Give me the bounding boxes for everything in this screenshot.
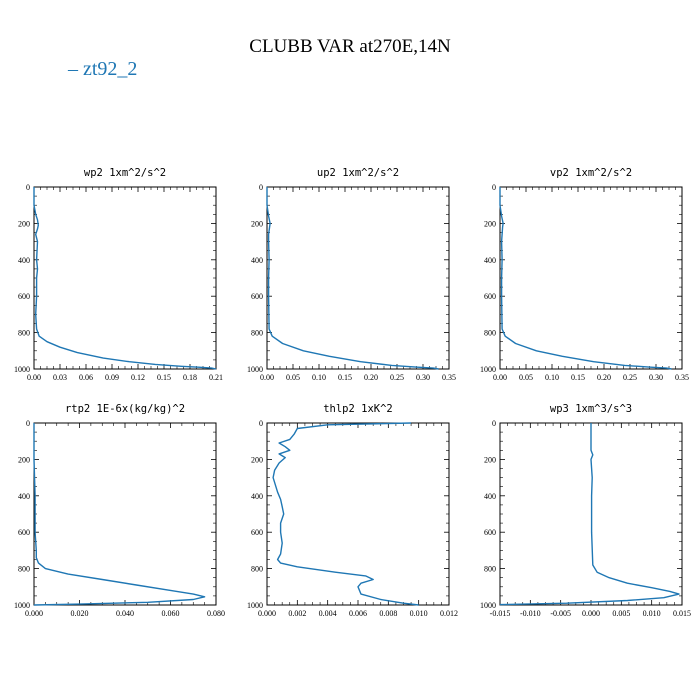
series-line xyxy=(499,423,680,606)
y-tick-label: 400 xyxy=(18,256,30,265)
x-tick-label: 0.15 xyxy=(571,373,585,382)
x-tick-label: 0.30 xyxy=(649,373,663,382)
series-line xyxy=(33,187,217,370)
x-tick-label: 0.080 xyxy=(207,609,225,618)
y-tick-label: 600 xyxy=(484,528,496,537)
y-tick-label: 800 xyxy=(484,565,496,574)
x-tick-label: 0.03 xyxy=(53,373,67,382)
y-tick-label: 0 xyxy=(26,419,30,428)
x-tick-label: 0.020 xyxy=(71,609,89,618)
y-tick-label: 0 xyxy=(259,183,263,192)
series-line xyxy=(272,422,419,606)
x-tick-label: 0.35 xyxy=(442,373,456,382)
x-tick-label: 0.015 xyxy=(673,609,691,618)
y-tick-label: 1000 xyxy=(247,601,263,610)
y-tick-label: 1000 xyxy=(247,365,263,374)
x-tick-label: 0.00 xyxy=(493,373,507,382)
series-line xyxy=(266,187,439,370)
x-tick-label: 0.012 xyxy=(440,609,458,618)
x-tick-label: 0.25 xyxy=(390,373,404,382)
panel-frame xyxy=(33,422,217,606)
y-tick-label: 800 xyxy=(18,565,30,574)
x-tick-label: 0.10 xyxy=(545,373,559,382)
panel-frame xyxy=(266,422,450,606)
x-tick-label: 0.20 xyxy=(597,373,611,382)
y-tick-label: 400 xyxy=(484,492,496,501)
x-tick-label: 0.000 xyxy=(258,609,276,618)
x-tick-label: -0.010 xyxy=(520,609,541,618)
y-tick-label: 1000 xyxy=(14,601,30,610)
chart-title: CLUBB VAR at270E,14N xyxy=(249,36,451,57)
y-tick-label: 0 xyxy=(259,419,263,428)
panel-frame xyxy=(266,186,450,370)
x-tick-label: 0.00 xyxy=(27,373,41,382)
y-tick-label: 800 xyxy=(484,329,496,338)
series-line xyxy=(33,423,206,606)
x-tick-label: 0.000 xyxy=(25,609,43,618)
x-tick-label: 0.040 xyxy=(116,609,134,618)
y-tick-label: 0 xyxy=(492,419,496,428)
x-tick-label: 0.010 xyxy=(643,609,661,618)
x-tick-label: 0.008 xyxy=(379,609,397,618)
y-tick-label: 800 xyxy=(251,329,263,338)
y-tick-label: 200 xyxy=(251,455,263,464)
y-tick-label: 400 xyxy=(484,256,496,265)
y-tick-label: 600 xyxy=(251,292,263,301)
x-tick-label: 0.00 xyxy=(260,373,274,382)
x-tick-label: 0.09 xyxy=(105,373,119,382)
x-tick-label: 0.15 xyxy=(338,373,352,382)
y-tick-label: 1000 xyxy=(480,365,496,374)
x-tick-label: 0.005 xyxy=(612,609,630,618)
x-tick-label: 0.000 xyxy=(582,609,600,618)
panel-title: rtp2 1E-6x(kg/kg)^2 xyxy=(65,403,185,415)
panel-title: thlp2 1xK^2 xyxy=(323,403,393,415)
x-tick-label: 0.006 xyxy=(349,609,367,618)
y-tick-label: 600 xyxy=(18,292,30,301)
panel-frame xyxy=(499,186,683,370)
series-line xyxy=(499,187,672,370)
x-tick-label: 0.10 xyxy=(312,373,326,382)
x-tick-label: 0.060 xyxy=(162,609,180,618)
panel-frame xyxy=(33,186,217,370)
x-tick-label: -0.005 xyxy=(550,609,571,618)
y-tick-label: 200 xyxy=(484,219,496,228)
y-tick-label: 200 xyxy=(18,219,30,228)
x-tick-label: 0.05 xyxy=(519,373,533,382)
panel-title: vp2 1xm^2/s^2 xyxy=(550,167,632,179)
y-tick-label: 1000 xyxy=(14,365,30,374)
y-tick-label: 600 xyxy=(251,528,263,537)
x-tick-label: 0.20 xyxy=(364,373,378,382)
x-tick-label: 0.25 xyxy=(623,373,637,382)
x-tick-label: 0.30 xyxy=(416,373,430,382)
y-tick-label: 800 xyxy=(18,329,30,338)
x-tick-label: 0.004 xyxy=(319,609,337,618)
y-tick-label: 0 xyxy=(492,183,496,192)
x-tick-label: 0.010 xyxy=(410,609,428,618)
y-tick-label: 400 xyxy=(251,256,263,265)
x-tick-label: -0.015 xyxy=(490,609,511,618)
panel-title: wp3 1xm^3/s^3 xyxy=(550,403,632,415)
x-tick-label: 0.05 xyxy=(286,373,300,382)
y-tick-label: 0 xyxy=(26,183,30,192)
panel-title: wp2 1xm^2/s^2 xyxy=(84,167,166,179)
panel-title: up2 1xm^2/s^2 xyxy=(317,167,399,179)
y-tick-label: 200 xyxy=(18,455,30,464)
x-tick-label: 0.06 xyxy=(79,373,93,382)
y-tick-label: 800 xyxy=(251,565,263,574)
y-tick-label: 600 xyxy=(18,528,30,537)
x-tick-label: 0.15 xyxy=(157,373,171,382)
x-tick-label: 0.35 xyxy=(675,373,689,382)
y-tick-label: 400 xyxy=(18,492,30,501)
y-tick-label: 200 xyxy=(484,455,496,464)
x-tick-label: 0.002 xyxy=(288,609,306,618)
y-tick-label: 1000 xyxy=(480,601,496,610)
x-tick-label: 0.12 xyxy=(131,373,145,382)
y-tick-label: 600 xyxy=(484,292,496,301)
x-tick-label: 0.21 xyxy=(209,373,223,382)
legend-entry: – zt92_2 xyxy=(68,58,138,80)
y-tick-label: 200 xyxy=(251,219,263,228)
y-tick-label: 400 xyxy=(251,492,263,501)
x-tick-label: 0.18 xyxy=(183,373,197,382)
